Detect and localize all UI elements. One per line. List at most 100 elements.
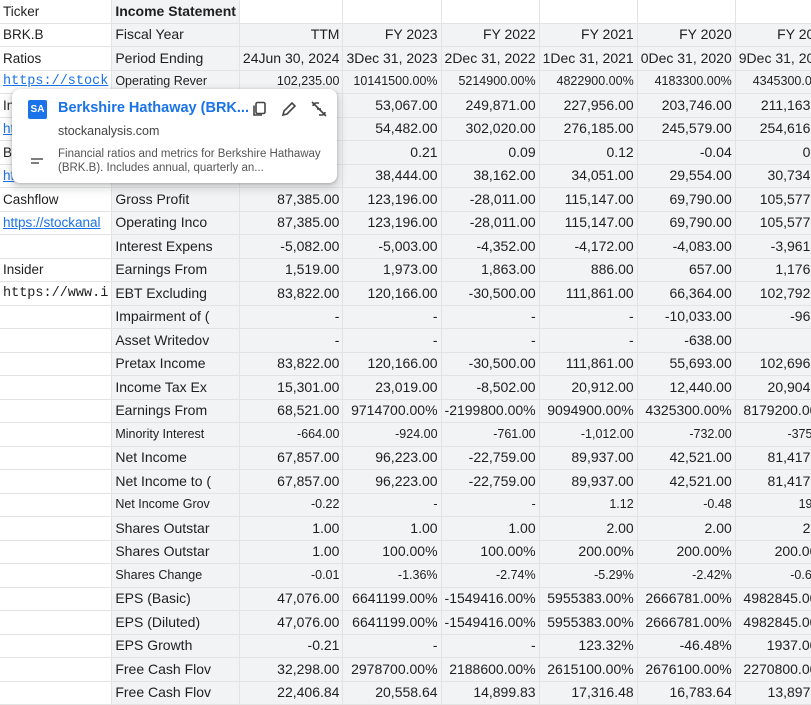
value-cell[interactable]: 29,554.00 [637, 164, 736, 188]
value-cell[interactable]: -2.74% [441, 563, 540, 588]
value-cell[interactable]: 42,521.00 [637, 446, 736, 470]
value-cell[interactable]: - [239, 328, 344, 353]
value-cell[interactable]: -30,500.00 [441, 352, 540, 376]
cell-col-a[interactable]: Ratios [0, 46, 113, 71]
row-label[interactable]: Net Income [111, 446, 240, 470]
value-cell[interactable]: 32,298.00 [239, 657, 344, 682]
row-label[interactable]: Interest Expens [111, 234, 240, 259]
value-cell[interactable]: 105,577.00 [735, 211, 811, 235]
value-cell[interactable]: -664.00 [239, 422, 344, 447]
value-cell[interactable]: 9094900.00% [539, 399, 638, 423]
value-cell[interactable]: 81,417.00 [735, 446, 811, 470]
row-label[interactable]: Earnings From [111, 399, 240, 423]
value-cell[interactable]: 1,973.00 [342, 258, 442, 282]
cell-col-a[interactable] [0, 305, 113, 329]
value-cell[interactable]: 69,790.00 [637, 187, 736, 212]
value-cell[interactable]: 200.00% [539, 540, 638, 564]
value-cell[interactable]: -30,500.00 [441, 281, 540, 306]
value-cell[interactable]: 200.00% [735, 540, 811, 564]
value-cell[interactable]: - [441, 493, 540, 517]
value-cell[interactable]: 4982845.00% [735, 587, 811, 611]
value-cell[interactable]: 42,521.00 [637, 469, 736, 494]
value-cell[interactable]: - [342, 305, 442, 329]
value-cell[interactable]: 68,521.00 [239, 399, 344, 423]
value-cell[interactable]: 47,076.00 [239, 587, 344, 611]
value-cell[interactable]: 115,147.00 [539, 211, 638, 235]
row-label[interactable]: Fiscal Year [111, 23, 240, 47]
row-label[interactable]: Shares Change [111, 563, 240, 588]
value-cell[interactable]: - [342, 493, 442, 517]
cell-col-a[interactable] [0, 610, 113, 635]
value-cell[interactable]: - [342, 328, 442, 353]
value-cell[interactable]: - [441, 634, 540, 658]
value-cell[interactable]: FY 2023 [342, 23, 442, 47]
value-cell[interactable]: 1,519.00 [239, 258, 344, 282]
value-cell[interactable]: 0.12 [539, 140, 638, 165]
value-cell[interactable]: -0.48 [637, 493, 736, 517]
copy-icon[interactable] [252, 101, 270, 119]
value-cell[interactable]: 3Dec 31, 2023 [342, 46, 442, 71]
row-label[interactable]: EPS (Basic) [111, 587, 240, 611]
row-label[interactable]: Income Statement [111, 0, 240, 24]
row-label[interactable]: Net Income to ( [111, 469, 240, 494]
value-cell[interactable]: 0.03 [735, 140, 811, 165]
value-cell[interactable]: 20,904.00 [735, 375, 811, 400]
value-cell[interactable]: 4183300.00% [637, 70, 736, 94]
value-cell[interactable]: - [441, 305, 540, 329]
value-cell[interactable]: -0.01 [239, 563, 344, 588]
value-cell[interactable]: -8,502.00 [441, 375, 540, 400]
value-cell[interactable]: 302,020.00 [441, 117, 540, 141]
row-label[interactable]: Earnings From [111, 258, 240, 282]
value-cell[interactable]: 1.00 [342, 516, 442, 541]
value-cell[interactable]: -28,011.00 [441, 187, 540, 212]
value-cell[interactable]: 123,196.00 [342, 187, 442, 212]
cell-col-a[interactable] [0, 681, 113, 705]
value-cell[interactable]: 4822900.00% [539, 70, 638, 94]
value-cell[interactable] [539, 0, 638, 24]
value-cell[interactable]: 19.25 [735, 493, 811, 517]
value-cell[interactable]: 1.12 [539, 493, 638, 517]
value-cell[interactable]: 53,067.00 [342, 93, 442, 118]
value-cell[interactable]: 123,196.00 [342, 211, 442, 235]
value-cell[interactable]: - [539, 305, 638, 329]
value-cell[interactable]: 67,857.00 [239, 469, 344, 494]
popup-link-title[interactable]: Berkshire Hathaway (BRK... [58, 100, 249, 116]
value-cell[interactable]: 227,956.00 [539, 93, 638, 118]
cell-col-a[interactable]: https://www.i [0, 281, 113, 306]
cell-col-a[interactable] [0, 587, 113, 611]
value-cell[interactable]: -2.42% [637, 563, 736, 588]
value-cell[interactable]: -1549416.00% [441, 587, 540, 611]
value-cell[interactable]: 47,076.00 [239, 610, 344, 635]
value-cell[interactable]: -1549416.00% [441, 610, 540, 635]
value-cell[interactable]: 20,912.00 [539, 375, 638, 400]
value-cell[interactable]: 2666781.00% [637, 610, 736, 635]
value-cell[interactable]: 12,440.00 [637, 375, 736, 400]
value-cell[interactable]: FY 2022 [441, 23, 540, 47]
value-cell[interactable]: 69,790.00 [637, 211, 736, 235]
value-cell[interactable]: 23,019.00 [342, 375, 442, 400]
value-cell[interactable]: -22,759.00 [441, 469, 540, 494]
value-cell[interactable]: 15,301.00 [239, 375, 344, 400]
value-cell[interactable]: 657.00 [637, 258, 736, 282]
value-cell[interactable]: 115,147.00 [539, 187, 638, 212]
value-cell[interactable]: 9Dec 31, 2019 [735, 46, 811, 71]
cell-col-a[interactable] [0, 352, 113, 376]
value-cell[interactable]: 1937.00% [735, 634, 811, 658]
value-cell[interactable]: 22,406.84 [239, 681, 344, 705]
value-cell[interactable]: -1,012.00 [539, 422, 638, 447]
value-cell[interactable]: -46.48% [637, 634, 736, 658]
value-cell[interactable]: 2666781.00% [637, 587, 736, 611]
value-cell[interactable]: FY 2019 [735, 23, 811, 47]
value-cell[interactable]: 8179200.00% [735, 399, 811, 423]
value-cell[interactable] [441, 0, 540, 24]
value-cell[interactable]: 254,616.00 [735, 117, 811, 141]
cell-col-a[interactable] [0, 399, 113, 423]
value-cell[interactable]: 2Dec 31, 2022 [441, 46, 540, 71]
value-cell[interactable]: 2.00 [539, 516, 638, 541]
value-cell[interactable]: 14,899.83 [441, 681, 540, 705]
cell-col-a[interactable] [0, 657, 113, 682]
value-cell[interactable]: 13,897.64 [735, 681, 811, 705]
value-cell[interactable]: 211,163.00 [735, 93, 811, 118]
value-cell[interactable]: -732.00 [637, 422, 736, 447]
value-cell[interactable]: 55,693.00 [637, 352, 736, 376]
